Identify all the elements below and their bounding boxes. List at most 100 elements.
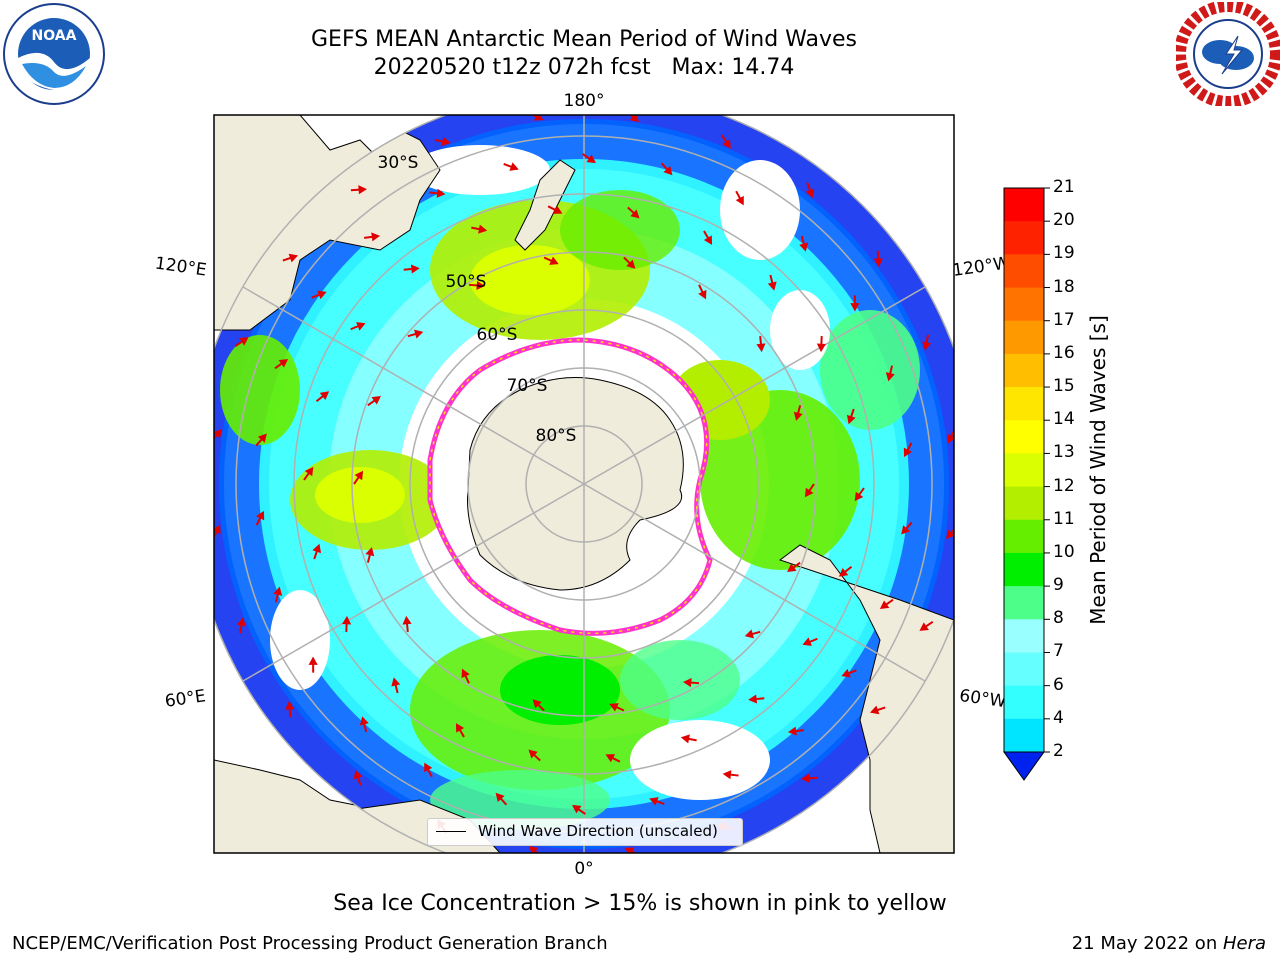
wave-direction-arrowhead (756, 343, 766, 353)
wave-direction-arrowhead (802, 637, 812, 646)
wave-direction-arrowhead (801, 773, 810, 783)
colorbar-cell (1004, 188, 1044, 222)
wave-direction-arrowhead (317, 290, 327, 300)
wave-direction-arrowhead (605, 754, 616, 763)
colorbar-tick-label: 14 (1053, 409, 1075, 430)
wave-direction-arrowhead (214, 428, 223, 439)
colorbar-tick-label: 2 (1053, 741, 1064, 761)
wave-direction-arrowhead (744, 629, 754, 639)
colorbar-tick-label: 19 (1053, 243, 1075, 264)
wave-direction-arrowhead (319, 391, 330, 401)
wave-direction-arrowhead (735, 195, 744, 206)
colorbar-tick-label: 21 (1053, 177, 1075, 197)
colorbar-tick-label: 10 (1053, 541, 1075, 562)
wave-direction-arrowhead (873, 258, 883, 267)
wave-direction-arrowhead (945, 529, 954, 540)
wave-direction-arrowhead (528, 845, 539, 853)
wave-direction-arrowhead (358, 185, 367, 195)
wave-direction-arrowhead (799, 242, 809, 252)
wave-direction-arrowhead (278, 359, 289, 368)
colorbar-tick-label: 12 (1053, 475, 1075, 496)
wave-direction-arrowhead (901, 525, 911, 535)
wave-direction-arrowhead (703, 235, 713, 245)
wave-direction-arrowhead (549, 256, 559, 265)
nws-logo (1176, 2, 1280, 106)
wave-direction-arrowhead (722, 770, 732, 780)
colorbar-cell (1004, 453, 1044, 488)
wave-direction-arrowhead (609, 703, 619, 712)
colorbar-tick-label: 17 (1053, 309, 1075, 330)
colorbar-tick-label: 4 (1053, 707, 1064, 728)
map-legend: Wind Wave Direction (unscaled) (427, 818, 743, 846)
wave-direction-arrowhead (787, 563, 797, 573)
colorbar-tick-label: 9 (1053, 575, 1064, 596)
colorbar-cell (1004, 552, 1044, 587)
wave-direction-arrowhead (682, 678, 692, 688)
wave-direction-arrowhead (354, 470, 364, 481)
colorbar-cell (1004, 287, 1044, 322)
wave-direction-arrowhead (885, 372, 895, 382)
colorbar-tick-label: 18 (1053, 276, 1075, 297)
wave-direction-arrowhead (919, 622, 929, 631)
wave-direction-arrowhead (342, 615, 352, 625)
wave-direction-arrowhead (436, 188, 446, 198)
wave-direction-arrowhead (680, 734, 690, 744)
wave-direction-arrowhead (767, 281, 777, 291)
colorbar-cell (1004, 254, 1044, 289)
colorbar-label: Mean Period of Wind Waves [s] (1086, 315, 1110, 625)
colorbar-under-arrow (1003, 751, 1045, 781)
wave-direction-arrowhead (805, 188, 815, 199)
wave-direction-arrowhead (879, 600, 890, 609)
lat-label-70s: 70°S (507, 376, 548, 396)
wave-direction-arrowhead (455, 723, 465, 733)
colorbar-tick-label: 15 (1053, 376, 1075, 397)
wave-direction-arrowhead (846, 414, 856, 425)
wave-direction-arrowhead (495, 792, 505, 803)
colorbar-tick-label: 8 (1053, 608, 1064, 629)
wave-direction-arrowhead (626, 259, 636, 269)
colorbar-cell (1004, 353, 1044, 388)
colorbar-tick-label: 6 (1053, 674, 1064, 695)
wave-direction-arrowhead (256, 510, 265, 521)
wave-direction-arrowhead (816, 343, 826, 353)
lon-label-60e: 60°E (164, 686, 207, 711)
wave-direction-arrowhead (532, 699, 542, 709)
wave-direction-arrowhead (285, 701, 295, 710)
lat-label-30s: 30°S (378, 153, 419, 173)
colorbar-cell (1004, 519, 1044, 554)
wave-direction-arrowhead (804, 487, 814, 498)
map-title: GEFS MEAN Antarctic Mean Period of Wind … (311, 27, 857, 52)
wave-direction-arrowhead (624, 847, 635, 853)
wave-direction-arrowhead (787, 726, 797, 736)
colorbar-cell (1004, 685, 1044, 720)
wave-direction-arrowhead (748, 694, 758, 704)
wave-direction-arrowhead (356, 322, 366, 331)
wave-direction-arrowhead (854, 491, 864, 502)
wave-direction-arrowhead (903, 447, 912, 458)
wave-direction-arrowhead (528, 749, 538, 759)
colorbar-tick-label: 13 (1053, 442, 1075, 463)
wave-direction-arrowhead (572, 804, 582, 814)
wave-direction-arrowhead (793, 411, 803, 421)
wave-direction-arrowhead (236, 617, 246, 627)
colorbar-cell (1004, 320, 1044, 355)
colorbar-tick-label: 20 (1053, 210, 1075, 231)
wave-direction-arrowhead (414, 329, 424, 339)
wave-direction-arrowhead (922, 341, 932, 351)
wave-direction-arrowhead (391, 677, 401, 687)
wave-direction-arrowhead (257, 433, 267, 443)
wave-direction-arrowhead (869, 705, 880, 715)
wave-direction-arrowhead (239, 337, 249, 346)
wave-direction-arrowhead (365, 547, 375, 557)
colorbar-cell (1004, 586, 1044, 620)
lat-label-60s: 60°S (477, 325, 518, 345)
lon-label-180: 180° (564, 91, 605, 111)
footer-date: 21 May 2022 on Hera (1072, 933, 1266, 954)
wave-direction-arrowhead (663, 165, 673, 176)
wave-direction-arrowhead (371, 232, 381, 242)
noaa-logo-text: NOAA (32, 28, 77, 44)
lat-label-80s: 80°S (536, 426, 577, 446)
wave-direction-arrowhead (304, 466, 314, 477)
colorbar-tick-label: 11 (1053, 508, 1075, 529)
